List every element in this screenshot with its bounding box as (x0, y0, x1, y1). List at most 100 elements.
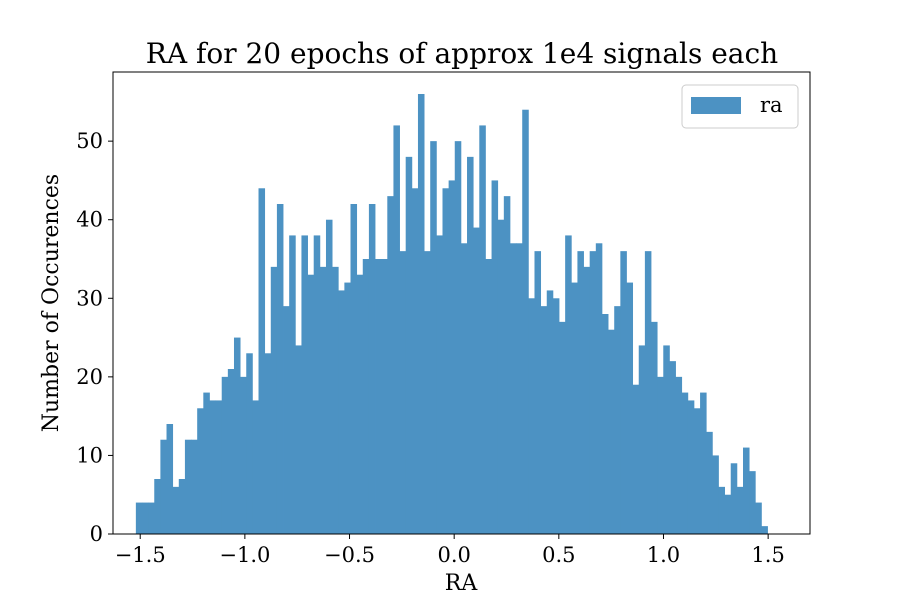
histogram-bar (295, 345, 302, 534)
histogram-bar (571, 282, 578, 534)
y-tick-label: 10 (76, 443, 103, 467)
histogram-bar (276, 204, 284, 534)
histogram-bar (178, 479, 186, 534)
bars-group (135, 94, 768, 535)
histogram-bar (700, 392, 707, 534)
histogram-bar (485, 259, 492, 534)
histogram-bar (467, 156, 474, 534)
x-tick-label: 0.5 (542, 543, 575, 567)
histogram-bar (638, 345, 646, 534)
histogram-bar (135, 502, 143, 534)
x-axis-label: RA (445, 571, 479, 596)
histogram-bar (148, 502, 155, 534)
histogram-bar (405, 156, 413, 534)
histogram-bar (411, 188, 419, 535)
histogram-bar (448, 180, 456, 534)
histogram-bar (577, 251, 584, 534)
histogram-bar (546, 290, 554, 534)
histogram-bar (301, 235, 308, 534)
histogram-bar (601, 314, 609, 534)
x-axis-ticks: −1.5 −1.0 −0.5 0.0 0.5 1.0 1.5 (115, 534, 785, 567)
histogram-bar (307, 274, 315, 534)
histogram-bar (644, 251, 652, 534)
plot-frame (112, 71, 811, 535)
histogram-bar (289, 235, 296, 534)
histogram-bar (264, 353, 272, 534)
histogram-bar (197, 408, 204, 534)
histogram-bar (657, 376, 664, 534)
histogram-bar (240, 376, 247, 534)
histogram-bar (283, 306, 290, 534)
histogram-bar (399, 251, 407, 534)
histogram-bar (681, 392, 689, 534)
histogram-bar (252, 400, 259, 534)
histogram-bar (172, 486, 180, 534)
y-tick-label: 40 (76, 208, 103, 232)
histogram-bar (166, 424, 174, 534)
histogram-bar (325, 219, 333, 534)
histogram-bar (706, 431, 713, 534)
histogram-bar (718, 486, 726, 534)
histogram-bar (761, 526, 768, 534)
histogram-bar (417, 94, 425, 534)
histogram-bar (233, 337, 241, 534)
histogram-bar (141, 502, 149, 534)
histogram-bar (749, 471, 756, 534)
legend-swatch-ra (691, 97, 741, 114)
histogram-bar (375, 259, 382, 534)
histogram-bar (626, 282, 634, 534)
histogram-bar (687, 400, 695, 534)
histogram-bar (381, 259, 388, 534)
histogram-bar (270, 266, 278, 534)
y-axis-label: Number of Occurences (39, 174, 64, 432)
x-tick-label: −1.0 (219, 543, 270, 567)
histogram-bar (743, 447, 750, 534)
histogram-bar (362, 259, 370, 534)
histogram-bar (522, 109, 529, 534)
y-tick-label: 30 (76, 286, 103, 310)
histogram-bar (313, 235, 321, 534)
histogram-bar (209, 400, 216, 534)
histogram-bar (730, 463, 738, 534)
histogram-bar (565, 235, 572, 534)
histogram-bar (559, 321, 566, 534)
histogram-bar (442, 188, 450, 535)
histogram-bar (350, 204, 358, 534)
histogram-bar (203, 392, 210, 534)
histogram-bar (184, 439, 192, 534)
histogram-bar (160, 439, 167, 534)
histogram-bar (614, 306, 621, 534)
chart-title: RA for 20 epochs of approx 1e4 signals e… (146, 37, 778, 70)
y-axis-ticks: 0 10 20 30 40 50 (76, 129, 113, 546)
histogram-bar (724, 494, 732, 534)
x-tick-label: 1.0 (647, 543, 680, 567)
histogram-bar (227, 369, 235, 534)
histogram-bar (589, 251, 597, 534)
histogram-bar (454, 141, 462, 534)
legend-label-ra: ra (760, 93, 783, 117)
histogram-bar (608, 329, 615, 534)
histogram-bar (154, 479, 161, 534)
histogram-bar (663, 345, 670, 534)
histogram-bar (552, 298, 560, 534)
x-tick-label: −1.5 (115, 543, 166, 567)
histogram-bar (516, 243, 523, 535)
histogram-bar (368, 204, 376, 534)
histogram-bar (319, 266, 327, 534)
histogram-bar (387, 196, 394, 534)
histogram-bar (755, 502, 762, 534)
histogram-bar (191, 439, 198, 534)
x-tick-label: 1.5 (751, 543, 784, 567)
y-tick-label: 0 (90, 522, 103, 546)
histogram-bar (693, 408, 701, 534)
histogram-bar (497, 219, 505, 534)
histogram-bar (246, 353, 253, 534)
y-tick-label: 50 (76, 129, 103, 153)
histogram-bar (534, 251, 542, 534)
histogram-bar (528, 298, 535, 534)
histogram-bar (712, 455, 719, 534)
histogram-bar (460, 243, 468, 535)
histogram-bar (620, 251, 627, 534)
histogram-bar (479, 125, 486, 534)
